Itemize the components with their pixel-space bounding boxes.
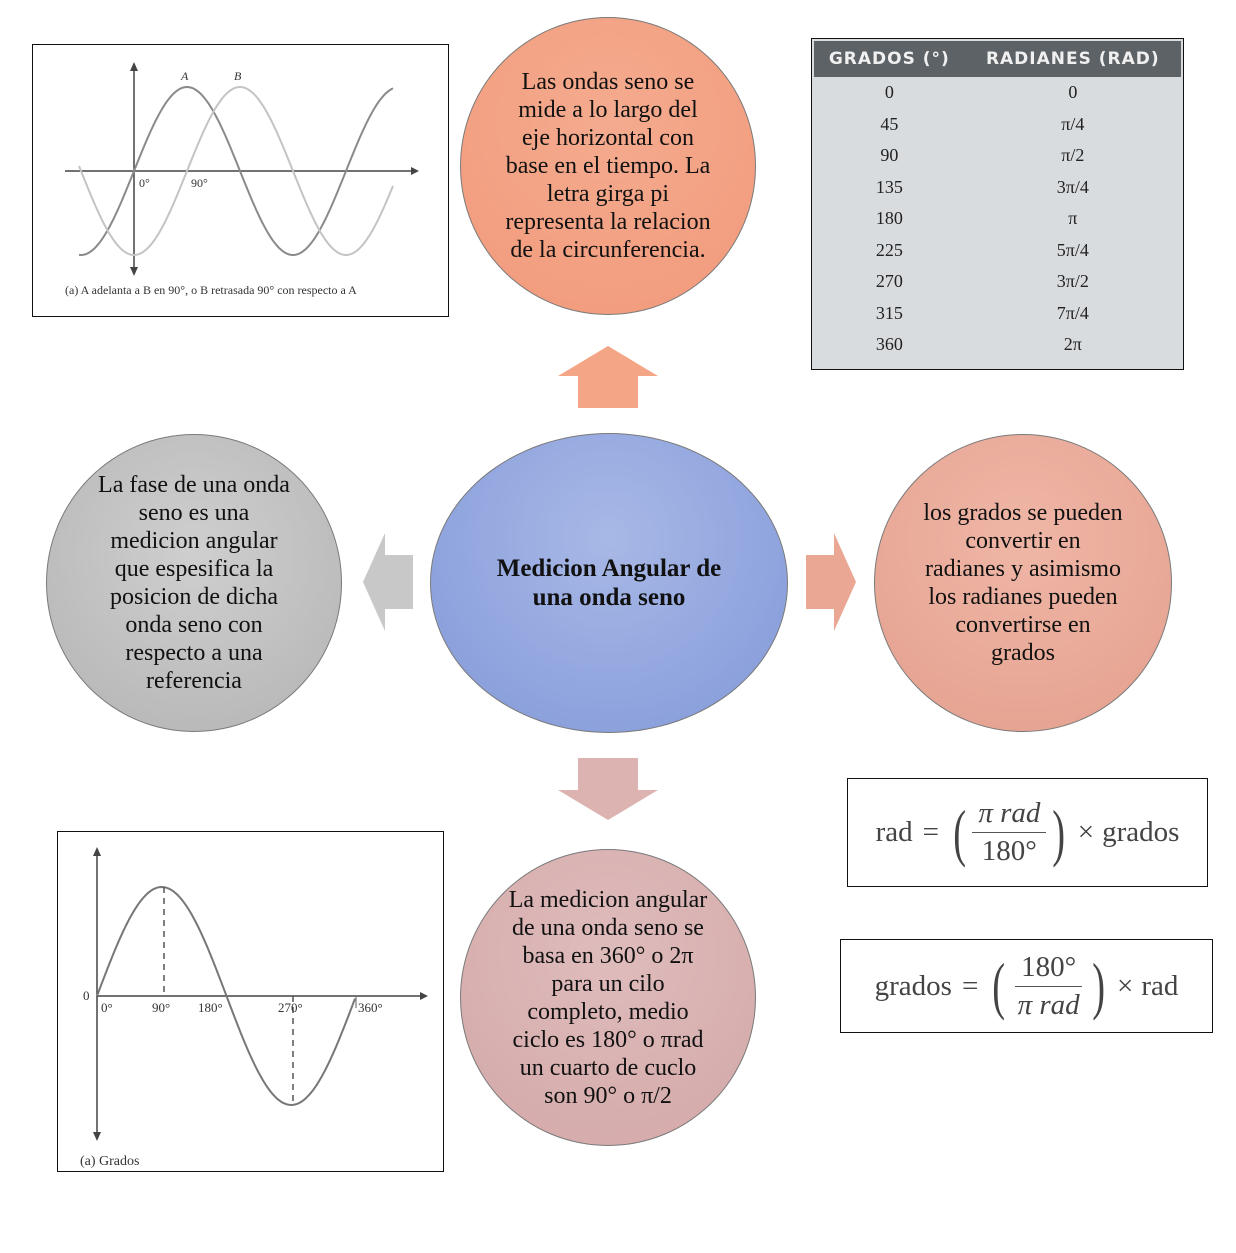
formula-grados-fraction: 180° π rad	[1012, 951, 1086, 1022]
arrow-up	[558, 346, 658, 408]
table-row: 270 3π/2	[814, 266, 1181, 298]
deg-cell: 225	[875, 239, 903, 260]
deg-y-arrow-up	[93, 847, 101, 856]
degrees-figure: 0 0° 90° 180° 270° 360° (a) Grados	[57, 831, 444, 1172]
phase-figure-caption: (a) A adelanta a B en 90°, o B retrasada…	[65, 283, 357, 297]
wave-a	[78, 85, 394, 257]
formula-grados-eq: =	[961, 969, 979, 1002]
rad-cell: 2π	[1063, 334, 1082, 355]
phase-y-arrow-up	[130, 62, 138, 71]
open-paren-icon: (	[992, 950, 1006, 1021]
phase-tick-0: 0°	[139, 176, 150, 190]
phase-y-arrow-down	[130, 267, 138, 276]
formula-rad-fraction: π rad 180°	[972, 797, 1047, 868]
arrow-left	[363, 533, 413, 631]
deg-tick-180: 180°	[198, 1000, 223, 1015]
node-left-text: La fase de una onda seno es una medicion…	[98, 472, 290, 694]
deg-cell: 180	[875, 208, 903, 229]
node-center: Medicion Angular de una onda seno	[430, 433, 788, 733]
deg-tick-90: 90°	[152, 1000, 170, 1015]
node-center-text: Medicion Angular de una onda seno	[496, 555, 722, 611]
sine-wave	[96, 885, 356, 1107]
table-row: 315 7π/4	[814, 298, 1181, 330]
formula-grados-denominator: π rad	[1017, 988, 1080, 1021]
rad-cell: 3π/2	[1056, 271, 1089, 292]
deg-tick-360: 360°	[358, 1000, 383, 1015]
table-row: 45 π/4	[814, 109, 1181, 141]
node-left: La fase de una onda seno es una medicion…	[46, 434, 342, 732]
deg-cell: 360	[875, 334, 903, 355]
deg-x-arrow	[420, 992, 428, 1000]
table-row: 180 π	[814, 203, 1181, 235]
rad-cell: π/4	[1061, 113, 1085, 134]
close-paren-icon: )	[1091, 950, 1105, 1021]
deg-cell: 0	[884, 82, 894, 103]
rad-cell: π	[1068, 208, 1078, 229]
formula-grados-times: ×	[1117, 969, 1134, 1002]
wave-a-label: A	[180, 69, 189, 83]
deg-cell: 45	[880, 113, 899, 134]
phase-figure: A B 0° 90° (a) A adelanta a B en 90°, o …	[32, 44, 449, 317]
deg-cell: 315	[875, 302, 903, 323]
formula-rad-denominator: 180°	[981, 835, 1037, 867]
table-row: 360 2π	[814, 329, 1181, 361]
wave-b	[78, 86, 394, 256]
formula-rad: rad = ( π rad 180° ) × grados	[847, 778, 1208, 887]
rad-cell: π/2	[1061, 145, 1085, 166]
wave-b-label: B	[234, 69, 242, 83]
formula-grados: grados = ( 180° π rad ) × rad	[840, 939, 1213, 1033]
node-right: los grados se pueden convertir en radian…	[874, 434, 1172, 732]
table-row: 135 3π/4	[814, 172, 1181, 204]
node-bottom-text: La medicion angular de una onda seno se …	[508, 886, 708, 1109]
arrow-down	[558, 758, 658, 820]
rad-cell: 7π/4	[1056, 302, 1089, 323]
node-top: Las ondas seno se mide a lo largo del ej…	[460, 17, 756, 315]
phase-x-arrow	[411, 167, 419, 175]
table-header-degrees: GRADOS (°)	[814, 41, 965, 77]
close-paren-icon: )	[1052, 796, 1066, 868]
node-bottom: La medicion angular de una onda seno se …	[460, 849, 756, 1146]
formula-rad-lhs: rad	[875, 816, 913, 848]
degrees-figure-caption: (a) Grados	[80, 1154, 140, 1169]
arrow-right	[806, 533, 856, 631]
deg-tick-0: 0°	[101, 1000, 113, 1015]
deg-tick-270: 270°	[278, 1000, 303, 1015]
formula-rad-times: ×	[1077, 816, 1095, 848]
formula-grados-lhs: grados	[874, 969, 952, 1002]
deg-y-zero: 0	[83, 988, 90, 1003]
deg-cell: 135	[875, 176, 903, 197]
node-top-text: Las ondas seno se mide a lo largo del ej…	[505, 69, 711, 263]
deg-cell: 90	[880, 145, 899, 166]
table-row: 225 5π/4	[814, 235, 1181, 267]
degrees-figure-plot: 0 0° 90° 180° 270° 360°	[83, 847, 428, 1141]
phase-figure-plot: A B 0° 90°	[65, 62, 419, 276]
formula-rad-rhs: grados	[1102, 816, 1180, 848]
deg-y-arrow-down	[93, 1132, 101, 1141]
rad-cell: 5π/4	[1056, 239, 1089, 260]
deg-cell: 270	[875, 271, 903, 292]
table-row: 90 π/2	[814, 140, 1181, 172]
formula-rad-eq: =	[922, 816, 939, 848]
formula-rad-numerator: π rad	[972, 797, 1047, 833]
node-right-text: los grados se pueden convertir en radian…	[923, 500, 1123, 666]
formula-grados-rhs: rad	[1141, 969, 1179, 1002]
rad-cell: 3π/4	[1056, 176, 1089, 197]
open-paren-icon: (	[953, 796, 967, 868]
formula-grados-numerator: 180°	[1015, 951, 1083, 987]
table-header-radians: RADIANES (RAD)	[964, 41, 1181, 77]
rad-cell: 0	[1068, 82, 1078, 103]
phase-tick-90: 90°	[191, 176, 208, 190]
